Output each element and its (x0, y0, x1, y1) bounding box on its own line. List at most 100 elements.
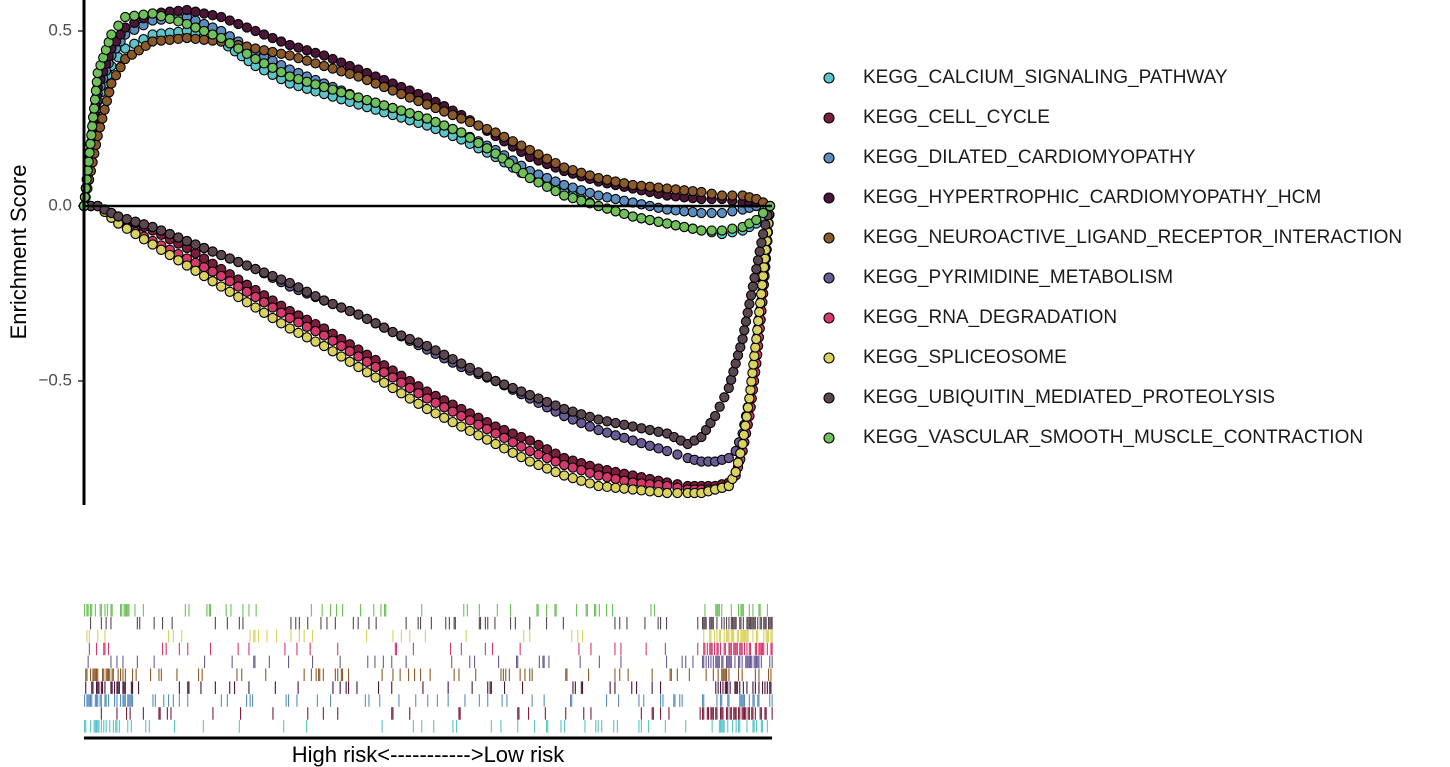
score-point (593, 190, 604, 201)
score-point (744, 393, 755, 404)
gene-hit-tick (108, 668, 110, 681)
gene-hit-tick (417, 616, 419, 630)
gene-hit-tick (616, 720, 618, 733)
score-point (378, 322, 390, 333)
gene-hit-tick (704, 616, 706, 630)
gene-hit-tick (735, 616, 737, 630)
score-point (750, 342, 761, 353)
gene-hit-tick (606, 604, 608, 617)
gene-hit-tick (636, 681, 638, 694)
score-point (284, 39, 295, 51)
gene-hit-tick (162, 642, 164, 656)
score-point (106, 78, 117, 89)
gene-hit-tick (529, 668, 531, 681)
score-point (464, 415, 476, 426)
gene-hit-tick (566, 668, 568, 681)
score-point (99, 104, 110, 115)
score-point (190, 22, 201, 33)
score-point (576, 465, 587, 476)
gene-hit-tick (225, 604, 227, 617)
gene-hit-tick (712, 668, 714, 681)
running-enrichment-score-points (78, 4, 776, 499)
score-point (619, 208, 630, 220)
gene-hit-tick (391, 681, 393, 694)
gene-hit-tick (153, 655, 155, 669)
gene-hit-tick (724, 681, 726, 694)
gene-hit-tick (722, 668, 724, 681)
gene-hit-tick (188, 681, 190, 694)
score-point (584, 187, 596, 199)
score-point (541, 172, 553, 184)
gene-hit-tick (120, 604, 122, 617)
gene-hit-tick (276, 629, 278, 643)
gene-hit-tick (771, 655, 773, 669)
score-point (714, 401, 725, 412)
gene-hit-tick (739, 694, 741, 707)
gene-hit-tick (705, 616, 707, 630)
gene-hit-tick (746, 642, 748, 656)
score-point (584, 170, 596, 181)
score-point (696, 225, 707, 236)
score-point (490, 127, 501, 138)
gene-hit-tick (85, 720, 87, 733)
gene-hit-tick (122, 655, 124, 669)
score-point (757, 279, 768, 291)
gene-hit-tick (717, 681, 719, 694)
gene-hit-tick (727, 629, 729, 643)
gene-hit-tick (318, 668, 320, 681)
score-point (719, 392, 730, 403)
score-point (740, 316, 752, 327)
gene-hit-tick (735, 681, 737, 694)
gene-hit-tick (122, 668, 124, 681)
score-point (567, 164, 578, 176)
legend-key (823, 112, 835, 124)
gene-hit-tick (315, 668, 317, 681)
gene-hit-tick (412, 642, 414, 656)
score-point (250, 263, 261, 275)
gene-hit-tick (306, 720, 308, 733)
score-point (293, 73, 304, 85)
gene-hit-tick (122, 694, 124, 707)
gene-hit-tick (590, 707, 592, 720)
y-tick-label: 0.0 (48, 195, 72, 214)
gene-hit-tick (769, 655, 771, 669)
gene-hit-tick (445, 616, 447, 630)
gene-hit-tick (736, 629, 738, 643)
score-point (293, 52, 304, 64)
score-point (430, 408, 441, 419)
gene-hit-tick (770, 668, 772, 681)
gene-hit-tick (770, 616, 772, 630)
score-point (507, 447, 518, 458)
gene-hit-tick (718, 604, 720, 617)
gene-hit-tick (716, 616, 718, 630)
gene-hit-tick (178, 681, 180, 694)
score-point (687, 206, 698, 218)
gene-hit-tick (583, 707, 585, 720)
gene-hit-tick (613, 720, 615, 733)
gene-hit-tick (724, 668, 726, 681)
gene-hit-tick (760, 642, 762, 656)
gene-hit-tick (309, 642, 311, 656)
gene-hit-tick (208, 604, 210, 617)
gene-hit-tick (204, 655, 206, 669)
score-point (284, 323, 295, 334)
gene-hit-tick (258, 629, 260, 643)
gene-hit-tick (728, 642, 730, 656)
gene-hit-tick (116, 720, 118, 733)
score-point (706, 225, 717, 236)
gene-hit-tick (771, 694, 773, 707)
gene-hit-tick (517, 655, 519, 669)
score-point (524, 172, 536, 184)
score-point (727, 190, 738, 201)
score-point (207, 29, 218, 40)
score-point (653, 202, 664, 213)
gene-hit-tick (367, 655, 369, 669)
gene-hit-tick (500, 668, 502, 681)
gene-hit-tick (754, 668, 756, 681)
gene-hit-tick (752, 707, 754, 720)
gene-hit-tick (768, 629, 770, 643)
score-point (533, 177, 544, 188)
score-point (88, 103, 100, 114)
gene-hit-tick (762, 681, 764, 694)
gene-hit-tick (145, 720, 147, 733)
